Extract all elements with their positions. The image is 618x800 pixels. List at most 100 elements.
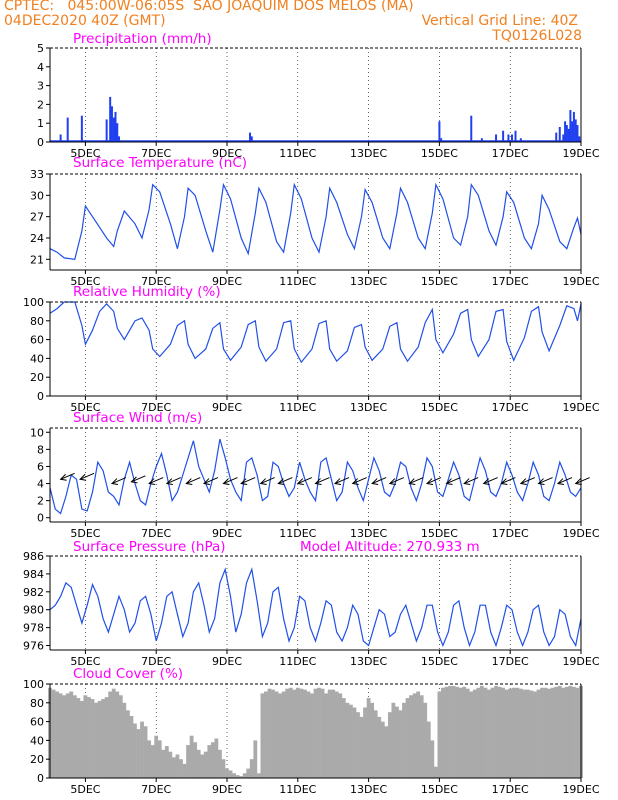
cloud-bar (522, 689, 527, 778)
cloud-bar (150, 745, 155, 778)
wind-arrow-head (277, 478, 285, 486)
wind-arrow (425, 477, 442, 486)
cloud-bar (239, 776, 244, 778)
cloud-bar (444, 686, 449, 778)
cloud-bar (572, 686, 576, 778)
wind-arrow (445, 477, 461, 486)
x-tick-label: 11DEC (279, 147, 316, 160)
wind-arrow-head (148, 478, 156, 486)
x-tick-label: 15DEC (421, 401, 458, 414)
cloud-bar (324, 693, 329, 778)
cloud-bar (225, 768, 229, 778)
series-line (49, 301, 582, 364)
cloud-bar (366, 698, 371, 778)
wind-arrow-head (314, 478, 322, 486)
cloud-bar (235, 775, 240, 778)
wind-arrow-head (425, 478, 434, 486)
precip-bar (502, 130, 505, 142)
precip-bar (114, 111, 117, 142)
series-line (49, 438, 582, 515)
cloud-bar (550, 687, 555, 778)
cloud-bar (299, 688, 304, 778)
precip-bar (59, 134, 62, 142)
precip-bar (105, 119, 108, 142)
cloud-bar (147, 740, 152, 778)
cloud-bar (469, 691, 474, 778)
cloud-bar (203, 751, 208, 778)
cloud-bar (108, 691, 113, 778)
wind-arrow-shaft (203, 477, 219, 485)
cloud-bar (433, 766, 438, 778)
cloud-bar (564, 686, 569, 778)
wind-arrow-head (574, 478, 582, 486)
cloud-bar (115, 691, 120, 778)
y-tick-label: 40 (30, 734, 44, 747)
y-tick-label: 80 (30, 697, 44, 710)
cloud-bar (416, 691, 421, 778)
cloud-bar (118, 695, 123, 778)
precip-bar (118, 136, 121, 142)
cloud-bar (380, 721, 385, 778)
precip-bar (576, 125, 579, 142)
panel-title: Cloud Cover (%) (73, 666, 183, 682)
x-tick-label: 15DEC (421, 527, 458, 540)
y-tick-label: 20 (30, 371, 44, 384)
cloud-bar (462, 686, 467, 778)
y-tick-label: 80 (30, 315, 44, 328)
wind-arrow-shaft (575, 477, 590, 485)
cloud-bar (490, 687, 495, 778)
cloud-bar (561, 687, 566, 778)
cloud-bar (264, 691, 268, 778)
precip-bar (438, 121, 441, 142)
cloud-bar (465, 688, 470, 778)
y-tick-label: 4 (37, 478, 44, 491)
cloud-bar (426, 721, 431, 778)
cloud-bar (547, 688, 552, 778)
wind-arrow (519, 477, 536, 486)
cloud-bar (317, 687, 321, 778)
x-tick-label: 9DEC (212, 147, 242, 160)
x-tick-label: 5DEC (70, 275, 100, 288)
precip-bar (249, 132, 252, 142)
wind-arrow-shaft (371, 477, 387, 485)
x-tick-label: 11DEC (279, 655, 316, 668)
cloud-bar (129, 715, 134, 778)
x-tick-label: 13DEC (350, 527, 387, 540)
panel-1: 0 1 2 3 4 5 5DEC 7DEC 9DEC 11DEC 13DEC 15DEC 17DEC 19… (37, 31, 600, 160)
cloud-bar (288, 687, 293, 778)
wind-arrow-shaft (60, 472, 75, 480)
cloud-bar (518, 688, 523, 778)
x-tick-label: 9DEC (212, 783, 242, 796)
cloud-bar (164, 746, 169, 778)
y-tick-label: 8 (37, 443, 44, 456)
cloud-bar (554, 686, 559, 778)
y-tick-label: 980 (23, 604, 44, 617)
wind-arrow-head (240, 478, 248, 486)
wind-arrow-head (296, 478, 304, 486)
wind-arrow-shaft (148, 477, 164, 485)
cloud-bar (395, 706, 399, 778)
wind-arrow (371, 477, 387, 486)
y-tick-label: 976 (23, 640, 44, 653)
wind-arrow (500, 477, 516, 486)
wind-arrow-head (165, 478, 173, 486)
wind-arrow-shaft (278, 477, 293, 485)
wind-arrow (110, 477, 127, 486)
y-tick-label: 60 (30, 716, 44, 729)
cloud-bar (76, 698, 81, 778)
cloud-bar (87, 697, 91, 778)
cloud-bar (370, 702, 375, 778)
x-tick-label: 11DEC (279, 783, 316, 796)
cloud-bar (349, 704, 353, 778)
wind-arrow-head (130, 476, 138, 484)
cloud-bar (292, 689, 297, 778)
x-tick-label: 9DEC (212, 655, 242, 668)
wind-arrow-head (351, 478, 359, 486)
grid-line-note: Vertical Grid Line: 40Z (421, 13, 578, 29)
wind-arrow-head (388, 478, 396, 486)
cloud-bar (136, 729, 141, 778)
wind-arrow-shaft (131, 475, 146, 483)
wind-arrow (202, 477, 219, 486)
x-tick-label: 19DEC (562, 783, 599, 796)
cloud-bar (501, 687, 506, 778)
